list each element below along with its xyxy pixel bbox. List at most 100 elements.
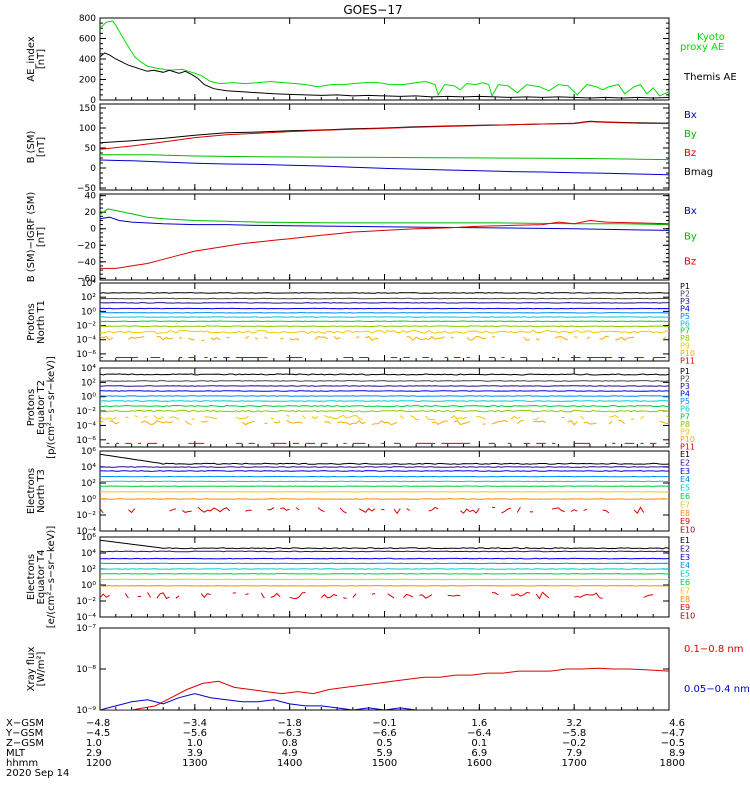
y-axis-label-line: B (SM)−IGRF (SM) [26,192,37,283]
panel-frame [99,367,670,448]
plot-area [100,292,669,358]
y-tick-label: 10⁻⁴ [76,527,96,537]
legend-label: E3 [680,467,690,476]
channel-line [100,335,667,342]
y-tick-label: −20 [77,241,96,251]
channel-line [100,385,669,387]
y-tick-label: 10² [81,565,96,575]
panel-bdiff: −60 −40 −20 0 20 40 B (SM)−IGRF (SM) [nT] Bx By Bz [26,192,697,285]
legend-label: Bx [684,206,697,217]
channel-line [100,453,669,465]
x-row-value: 1300 [182,758,207,769]
channel-line [100,320,669,323]
y-tick-label: 10² [81,293,96,303]
plot-area [100,20,669,99]
x-row-value: −3.4 [183,718,207,729]
x-row-value: 1.0 [187,738,203,749]
plot-area [100,120,669,176]
legend-label: P9 [680,427,690,436]
series-line [100,20,669,98]
panel-frame [99,450,670,532]
y-axis-label-line: Xray flux [26,647,37,692]
legend-label: P8 [680,334,690,343]
plot-area [100,539,669,600]
y-tick-label: 10⁴ [81,549,96,559]
x-row-value: 1200 [86,758,111,769]
y-tick-label: 0 [90,225,96,235]
series-line [100,216,669,231]
y-axis-label: Protons North T1 [26,300,47,344]
legend-label: Kyoto [697,32,725,43]
y-tick-label: 10⁻² [76,322,96,332]
legend-label: E1 [680,536,690,545]
y-tick-label: 10⁻⁹ [76,706,96,716]
y-axis-label: AE_index [nT] [26,36,47,82]
y-tick-label: 10⁶ [81,447,96,457]
panel-e_t4: 10⁻⁴ 10⁻² 10⁰ 10² 10⁴ 10⁶ Electrons Equator T4[… [26,526,695,629]
y-tick-label: 10⁻⁷ [76,624,96,634]
legend-label: Bz [684,257,696,268]
y-tick-label: 0 [90,96,96,106]
channel-line [100,400,669,402]
x-row-value: −5.8 [562,728,586,739]
y-tick-label: 10⁰ [81,393,96,403]
y-axis-label-line: North T3 [36,469,47,513]
legend-label: Bz [684,148,696,159]
x-row-value: 7.9 [566,748,582,759]
y-tick-label: 50 [85,144,97,154]
y-tick-label: 100 [79,124,96,134]
x-row-value: 1600 [467,758,492,769]
panel-bsm: −50 0 50 100 150 B (SM) [nT] Bx By Bz Bmag [26,103,713,194]
series-line [100,120,669,144]
series-line [100,667,669,710]
panel-xray: 10⁻⁹ 10⁻⁸ 10⁻⁷ Xray flux [W/m²] 0.1−0.8 nm 0.0… [26,624,750,716]
legend-label: E10 [680,526,695,535]
y-tick-label: 0 [90,164,96,174]
y-axis-label-line: [nT] [36,137,47,157]
y-axis-label-line: Electrons [26,554,37,600]
y-tick-label: 10⁻² [76,407,96,417]
legend-label: E6 [680,578,690,587]
channel-line [100,506,645,515]
legend-label: P4 [680,304,690,313]
legend-label: P5 [680,312,690,321]
legend-label: E2 [680,458,690,467]
y-tick-label: 10⁻⁴ [76,336,96,346]
channel-line [100,591,654,600]
y-axis-label-line: Equator T4 [36,550,47,605]
legend-label: E7 [680,500,690,509]
panel-frame [99,103,670,191]
y-tick-label: −50 [77,184,96,194]
legend-label: P11 [680,442,695,451]
y-tick-label: 800 [79,14,96,24]
legend-label: P2 [680,289,690,298]
x-row-label: MLT [6,748,26,759]
y-tick-label: 600 [79,35,96,45]
y-axis-label-line: [W/m²] [36,651,47,686]
x-row-label: Y−GSM [5,728,43,739]
legend-label: P8 [680,420,690,429]
x-row-value: 0.5 [377,738,393,749]
y-tick-label: 40 [85,192,97,202]
legend-label: E4 [680,475,690,484]
channel-line [100,550,669,553]
y-axis-label: Electrons Equator T4 [e/(cm²−s−sr−keV)] [26,526,57,629]
x-row-value: 8.9 [669,748,685,759]
x-row-value: 6.9 [471,748,487,759]
x-row-value: −5.6 [183,728,207,739]
y-axis-label-line: B (SM) [26,130,37,163]
legend-label: E6 [680,492,690,501]
x-row-value: 5.9 [377,748,393,759]
y-tick-label: 10⁻² [76,597,96,607]
x-row-value: −1.8 [278,718,302,729]
plot-area [100,373,669,444]
channel-line [100,395,669,397]
legend-label: P1 [680,367,690,376]
legend-label: P3 [680,382,690,391]
y-tick-label: −40 [77,258,96,268]
legend-label: By [684,231,697,242]
